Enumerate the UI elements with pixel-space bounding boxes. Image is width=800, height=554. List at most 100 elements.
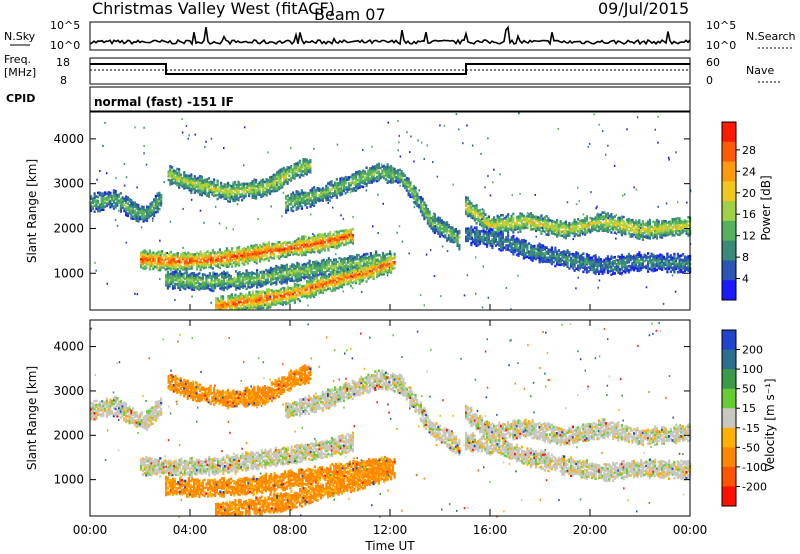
data-cell — [615, 222, 618, 225]
data-cell — [370, 275, 373, 279]
data-cell — [306, 244, 309, 248]
data-cell — [218, 250, 221, 253]
data-cell — [121, 202, 124, 205]
data-cell — [204, 182, 207, 186]
data-cell — [253, 246, 256, 249]
data-cell — [231, 247, 234, 250]
data-cell — [222, 295, 225, 298]
data-cell — [279, 290, 282, 293]
data-cell — [676, 221, 679, 224]
data-cell — [267, 178, 270, 182]
data-cell — [318, 283, 321, 287]
data-cell — [397, 179, 400, 182]
data-cell — [171, 261, 174, 264]
data-cell — [358, 172, 361, 175]
data-cell — [114, 195, 117, 199]
data-cell — [164, 254, 167, 257]
data-cell — [634, 231, 637, 235]
data-cell — [300, 163, 303, 167]
data-cell — [265, 194, 268, 197]
data-cell — [159, 250, 162, 254]
data-cell — [265, 190, 268, 193]
data-cell — [156, 192, 159, 195]
data-cell — [308, 273, 311, 277]
data-cell — [253, 252, 256, 255]
data-cell — [250, 281, 253, 284]
data-cell — [250, 304, 253, 307]
data-cell — [365, 270, 368, 273]
data-cell — [533, 215, 536, 219]
data-cell — [381, 273, 384, 276]
data-cell — [382, 251, 385, 255]
data-cell — [259, 271, 262, 274]
data-cell — [186, 184, 189, 188]
data-cell — [449, 226, 452, 229]
data-cell — [253, 186, 256, 190]
data-cell — [182, 284, 185, 288]
data-cell — [269, 293, 272, 296]
data-cell — [156, 194, 159, 197]
data-cell — [164, 256, 167, 259]
data-cell — [657, 222, 660, 225]
data-cell — [329, 243, 332, 246]
data-cell — [355, 273, 358, 277]
data-cell — [529, 220, 532, 223]
data-cell — [353, 272, 356, 275]
data-cell — [332, 281, 335, 284]
data-cell — [227, 303, 230, 306]
data-cell — [487, 223, 490, 227]
data-cell — [329, 235, 332, 238]
data-cell — [508, 223, 511, 227]
data-cell — [179, 183, 182, 187]
data-cell — [144, 208, 147, 212]
data-cell — [267, 304, 270, 307]
data-cell — [228, 281, 231, 285]
data-cell — [285, 201, 288, 204]
data-cell — [318, 245, 321, 248]
data-cell — [309, 296, 312, 299]
data-cell — [232, 197, 235, 201]
data-cell — [207, 183, 210, 186]
data-cell — [193, 278, 196, 281]
data-cell — [376, 261, 379, 264]
data-cell — [174, 176, 177, 179]
data-cell — [446, 227, 449, 230]
data-cell — [187, 267, 190, 271]
data-cell — [435, 227, 438, 231]
data-cell — [173, 282, 176, 286]
data-cell — [344, 275, 347, 279]
data-cell — [480, 214, 483, 218]
data-cell — [270, 278, 273, 282]
data-cell — [252, 282, 255, 285]
data-cell — [148, 263, 151, 267]
data-cell — [295, 289, 298, 292]
data-cell — [479, 208, 482, 212]
data-cell — [313, 186, 316, 189]
data-cell — [288, 301, 291, 304]
data-cell — [213, 253, 216, 256]
data-cell — [388, 172, 391, 175]
data-cell — [286, 200, 289, 204]
data-cell — [285, 267, 288, 271]
data-cell — [255, 189, 258, 192]
data-cell — [107, 197, 110, 200]
data-cell — [287, 269, 290, 273]
data-cell — [379, 272, 382, 276]
data-cell — [239, 183, 242, 186]
data-cell — [216, 193, 219, 197]
data-cell — [274, 181, 277, 185]
data-cell — [145, 262, 148, 266]
data-cell — [274, 179, 277, 183]
data-cell — [591, 229, 594, 232]
data-cell — [262, 300, 265, 303]
data-cell — [325, 284, 328, 288]
data-cell — [496, 220, 499, 224]
data-cell — [267, 184, 270, 188]
data-cell — [397, 177, 400, 180]
data-cell — [307, 168, 310, 171]
data-cell — [299, 200, 302, 204]
data-cell — [241, 198, 244, 202]
data-cell — [232, 185, 235, 189]
data-cell — [306, 246, 309, 250]
data-cell — [227, 295, 230, 298]
